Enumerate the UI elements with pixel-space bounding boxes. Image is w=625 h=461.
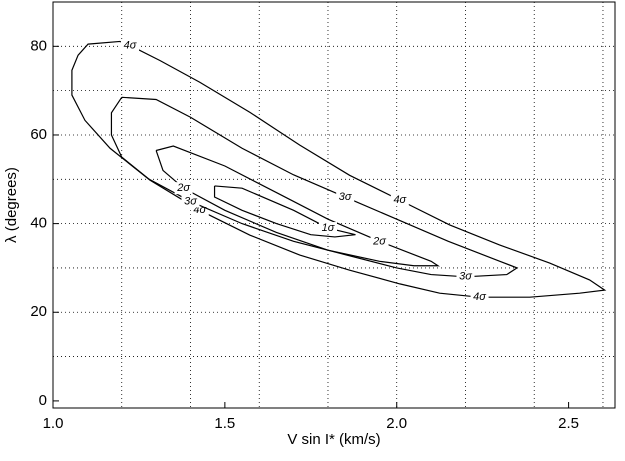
x-axis-title: V sin I* (km/s) (287, 431, 380, 448)
x-tick-label: 1.0 (43, 415, 64, 432)
y-tick-label: 40 (30, 215, 47, 232)
contour-line (155, 145, 441, 267)
contour-label: 3σ (339, 191, 352, 203)
y-tick-label: 80 (30, 37, 47, 54)
contour-line (213, 185, 356, 238)
y-tick-label: 60 (30, 126, 47, 143)
y-tick-label: 0 (39, 392, 47, 409)
plot-frame (52, 1, 616, 409)
label-backdrop (318, 222, 337, 235)
contour-label: 3σ (184, 195, 197, 207)
y-axis-title: λ (degrees) (3, 167, 20, 243)
y-tick-label: 20 (30, 303, 47, 320)
contour-label: 2σ (176, 182, 190, 194)
contour-line (71, 40, 607, 298)
contour-line (110, 96, 519, 278)
contour-label: 4σ (473, 291, 486, 303)
label-backdrop (370, 235, 389, 248)
contour-label: 4σ (393, 194, 406, 206)
label-backdrop (470, 291, 489, 304)
label-backdrop (390, 194, 409, 207)
label-backdrop (120, 39, 139, 52)
contour-label: 3σ (459, 271, 472, 283)
x-tick-label: 2.0 (386, 415, 407, 432)
contour-label: 2σ (372, 235, 386, 247)
label-backdrop (456, 270, 475, 283)
x-tick-label: 2.5 (558, 415, 579, 432)
label-backdrop (181, 195, 200, 208)
x-tick-label: 1.5 (214, 415, 235, 432)
contour-label: 1σ (322, 222, 335, 234)
label-backdrop (336, 191, 355, 204)
label-backdrop (174, 182, 193, 195)
contour-label: 4σ (124, 39, 137, 51)
